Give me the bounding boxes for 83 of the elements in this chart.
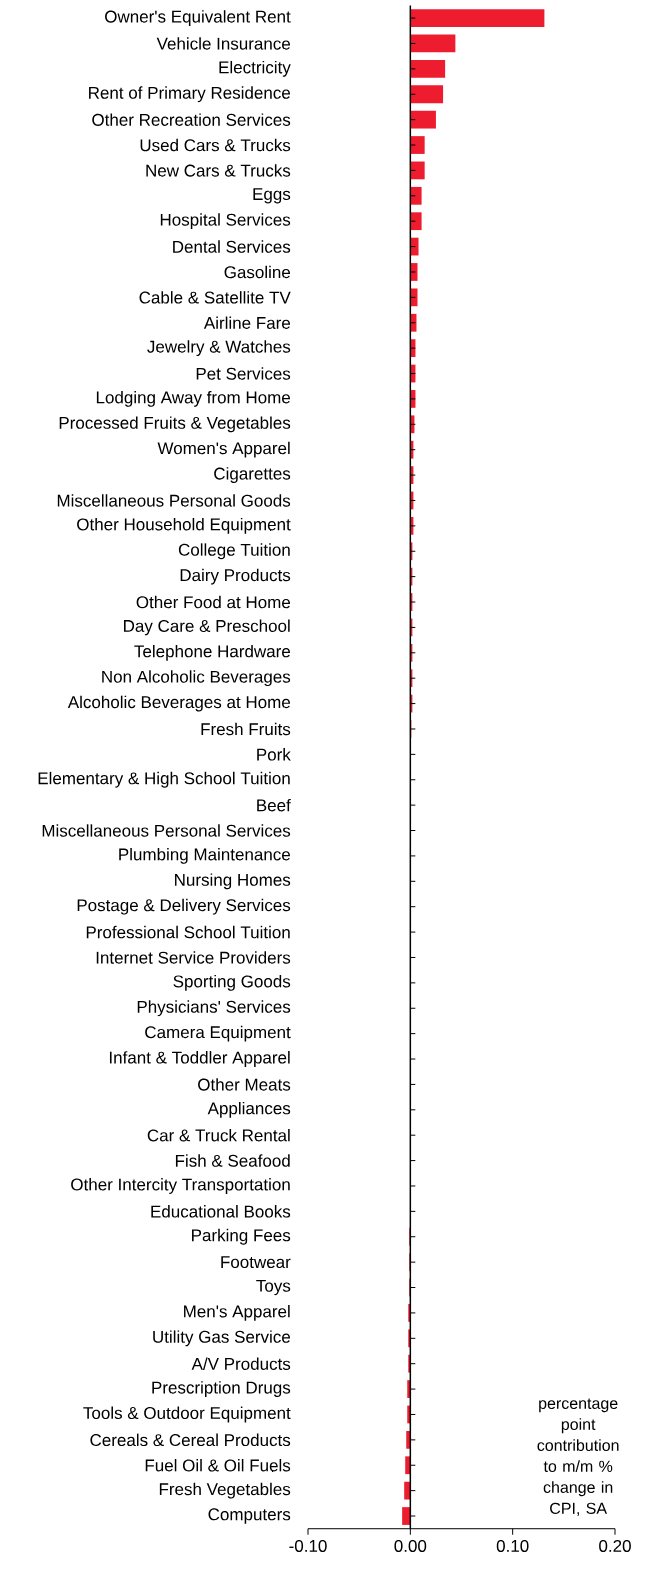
bar <box>407 1380 411 1398</box>
y-tick-label: Cable & Satellite TV <box>139 291 291 304</box>
y-tick-label: Cereals & Cereal Products <box>90 1433 291 1447</box>
y-tick-label: Tools & Outdoor Equipment <box>83 1406 291 1423</box>
y-tick-label: Nursing Homes <box>175 873 291 890</box>
bar <box>410 186 422 205</box>
bar <box>407 1405 411 1424</box>
bar <box>405 1456 411 1475</box>
y-tick-label: Used Cars & Trucks <box>140 138 291 152</box>
bar <box>408 1354 411 1373</box>
y-tick-label: Beef <box>257 798 291 812</box>
y-tick-label: A/V Products <box>191 1357 291 1370</box>
y-tick-label: Vehicle Insurance <box>156 37 291 50</box>
bar <box>408 1304 411 1322</box>
y-tick-label: Educational Books <box>151 1205 291 1218</box>
x-tick-label: 0.10 <box>496 1539 529 1552</box>
y-tick-label: Electricity <box>219 60 291 77</box>
bar <box>410 110 436 129</box>
y-tick-label: Dental Services <box>173 240 291 253</box>
y-tick-label: Dairy Products <box>180 568 291 585</box>
y-tick-label: Owner's Equivalent Rent <box>105 10 291 27</box>
x-tick-label: -0.10 <box>289 1539 327 1552</box>
y-tick-label: Plumbing Maintenance <box>119 848 290 864</box>
y-tick-label: Car & Truck Rental <box>147 1128 290 1142</box>
bar <box>410 136 425 154</box>
y-tick-label: Infant & Toddler Apparel <box>109 1051 290 1067</box>
bar <box>410 161 425 180</box>
y-tick-label: Hospital Services <box>160 213 291 230</box>
y-tick-label: Day Care & Preschool <box>124 619 290 636</box>
y-tick-label: Gasoline <box>224 265 291 279</box>
y-tick-label: Professional School Tuition <box>86 925 290 939</box>
y-tick-label: Processed Fruits & Vegetables <box>59 416 291 433</box>
y-tick-label: Computers <box>208 1508 291 1524</box>
y-tick-label: Pork <box>257 748 291 761</box>
y-tick-label: Toys <box>256 1279 291 1296</box>
bar <box>410 59 446 78</box>
bar <box>410 85 444 104</box>
y-tick-label: Appliances <box>207 1101 291 1118</box>
y-tick-label: Footwear <box>221 1256 291 1269</box>
y-tick-label: Other Intercity Transportation <box>71 1178 290 1194</box>
y-tick-label: Pet Services <box>196 367 291 380</box>
x-tick-label: 0.00 <box>394 1539 427 1552</box>
y-tick-label: Airline Fare <box>203 316 291 329</box>
y-tick-label: Fresh Fruits <box>201 722 291 736</box>
y-tick-label: Rent of Primary Residence <box>89 86 291 103</box>
x-tick-label: 0.20 <box>599 1539 631 1552</box>
y-tick-label: Fish & Seafood <box>175 1154 290 1167</box>
bar <box>410 9 545 27</box>
y-tick-label: Men's Apparel <box>184 1305 290 1321</box>
bar <box>404 1481 411 1500</box>
y-tick-label: Women's Apparel <box>157 441 290 458</box>
y-tick-label: Other Recreation Services <box>92 113 291 126</box>
bar <box>406 1430 411 1449</box>
bar <box>408 1329 411 1348</box>
y-tick-label: Miscellaneous Personal Goods <box>57 494 291 507</box>
bar <box>410 34 456 53</box>
y-tick-label: Eggs <box>253 188 291 204</box>
y-tick-label: Other Household Equipment <box>77 517 291 534</box>
y-tick-label: Physicians' Services <box>137 1000 291 1017</box>
y-tick-label: Other Meats <box>198 1078 291 1091</box>
y-tick-label: Fresh Vegetables <box>159 1482 291 1499</box>
y-tick-label: Fuel Oil & Oil Fuels <box>145 1459 291 1472</box>
y-tick-label: New Cars & Trucks <box>146 164 291 177</box>
bar <box>402 1507 411 1525</box>
y-tick-label: Sporting Goods <box>173 974 291 991</box>
y-tick-label: Non Alcoholic Beverages <box>102 670 291 687</box>
y-tick-label: Cigarettes <box>214 467 291 484</box>
y-tick-label: Internet Service Providers <box>96 951 291 964</box>
y-tick-label: Camera Equipment <box>145 1025 291 1042</box>
y-tick-label: Alcoholic Beverages at Home <box>67 695 290 712</box>
y-tick-label: Parking Fees <box>192 1228 291 1245</box>
y-tick-label: Utility Gas Service <box>153 1330 291 1347</box>
y-tick-label: Prescription Drugs <box>152 1381 291 1398</box>
y-tick-label: Postage & Delivery Services <box>77 898 291 915</box>
y-tick-label: Lodging Away from Home <box>96 391 291 407</box>
y-tick-label: College Tuition <box>178 543 290 560</box>
y-tick-label: Miscellaneous Personal Services <box>42 824 291 837</box>
y-tick-label: Elementary & High School Tuition <box>38 771 290 788</box>
bar <box>410 212 422 231</box>
y-tick-label: Other Food at Home <box>136 595 291 609</box>
y-tick-label: Telephone Hardware <box>134 644 291 661</box>
y-tick-label: Jewelry & Watches <box>147 340 291 357</box>
annotation: percentage point contribution to m/m % change in CPI, SA <box>537 1398 619 1516</box>
